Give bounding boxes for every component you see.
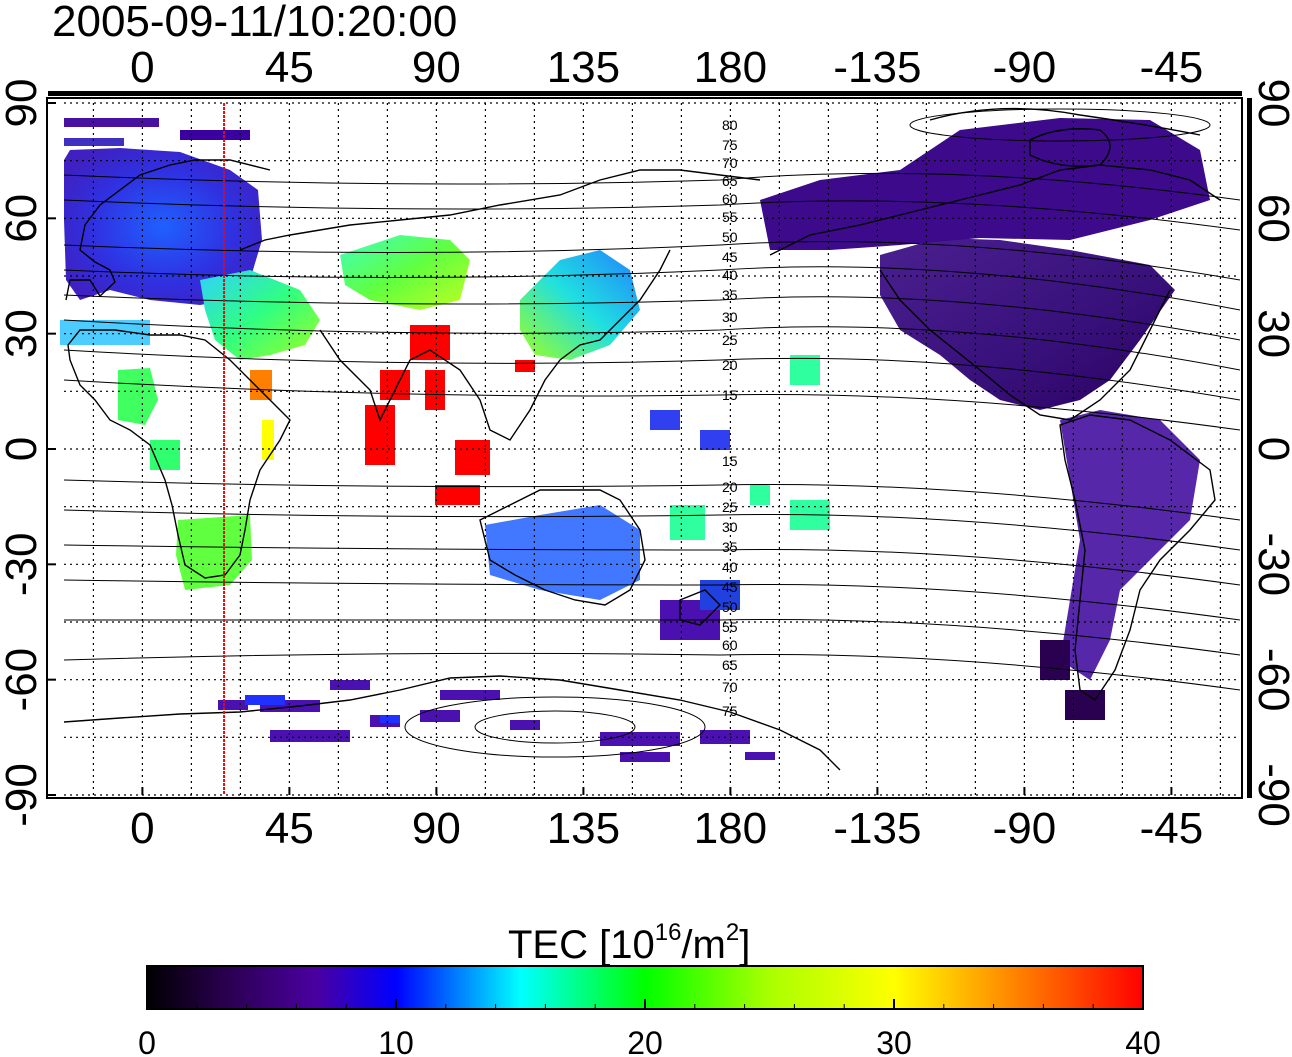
lat-tick-label: 60 [0,194,46,243]
tec-region-europe [64,148,262,305]
tec-region-central-asia [340,235,470,310]
colorbar-ticks: 0 10 20 30 40 [138,999,1161,1057]
colorbar-tick-label: 20 [627,1025,663,1057]
lon-tick-label: 90 [412,43,461,92]
contour-label: 15 [722,387,738,403]
tec-region-india [365,325,535,505]
contour-label: 15 [722,453,738,469]
contour-label: 25 [722,332,738,348]
right-axis-bar [1247,98,1252,798]
lon-tick-label: -90 [993,43,1057,92]
lat-tick-label: 90 [0,79,46,128]
lat-tick-label: -60 [1249,648,1292,712]
lat-tick-label: 0 [1249,437,1292,461]
contour-label: 30 [722,519,738,535]
contour-label: 20 [722,357,738,373]
magnetic-contours [63,108,1241,758]
lat-tick-label: 0 [0,437,46,461]
colorbar-tick-label: 10 [378,1025,414,1057]
lon-tick-label: -135 [833,804,921,853]
map-grid [64,102,1240,796]
contour-label: 40 [722,267,738,283]
lon-tick-label: 45 [265,804,314,853]
lon-tick-label: -45 [1140,804,1204,853]
colorbar-title-unit: /m [681,923,726,967]
contour-label: 45 [722,579,738,595]
lon-tick-label: -90 [993,804,1057,853]
lon-tick-label: -135 [833,43,921,92]
contour-label: 30 [722,309,738,325]
tec-region-australia [485,505,640,600]
top-axis-ticks: 0 45 90 135 180 -135 -90 -45 [130,43,1203,92]
colorbar-title-exponent: 16 [654,919,682,946]
lat-tick-label: -60 [0,648,46,712]
colorbar-tick-label: 40 [1125,1025,1161,1057]
lat-tick-label: 30 [1249,309,1292,358]
tec-region-north-america [880,238,1175,410]
colorbar-title-text: TEC [10 [508,923,655,967]
lat-tick-label: -30 [1249,533,1292,597]
tec-data-layer [60,118,1210,762]
tec-region-west-africa [118,368,158,425]
lon-tick-label: 45 [265,43,314,92]
lon-tick-label: 0 [130,804,154,853]
lat-tick-label: -90 [0,763,46,827]
lat-tick-label: -30 [0,533,46,597]
colorbar-title-close: ] [739,923,751,967]
top-axis-bar [48,91,1242,96]
tec-region-canada [760,118,1210,250]
bottom-axis-ticks: 0 45 90 135 180 -135 -90 -45 [130,787,1203,853]
right-axis-ticks: 90 60 30 0 -30 -60 -90 [1249,79,1292,827]
colorbar-tick-label: 0 [138,1025,156,1057]
colorbar-title: TEC [1016/m2] [508,910,750,968]
lat-tick-label: 90 [1249,79,1292,128]
colorbar-tick-label: 30 [876,1025,912,1057]
left-axis-ticks: 90 60 30 0 -30 -60 -90 [0,79,56,827]
contour-labels: 80 75 70 65 60 55 50 45 40 35 30 25 20 1… [722,117,738,719]
colorbar-title-unit-exponent: 2 [725,919,740,946]
contour-label: 80 [722,117,738,133]
lat-tick-label: 30 [0,309,46,358]
page-title: 2005-09-11/10:20:00 [52,0,458,46]
lon-tick-label: 0 [130,43,154,92]
tec-cell-arctic [64,118,159,127]
lon-tick-label: 90 [412,804,461,853]
contour-label: 45 [722,249,738,265]
lon-tick-label: -45 [1140,43,1204,92]
lon-tick-label: 180 [694,43,767,92]
lon-tick-label: 135 [547,43,620,92]
coastlines [63,107,1221,771]
contour-label: 65 [722,657,738,673]
tec-region-south-america [1060,410,1200,680]
lat-tick-label: -90 [1249,763,1292,827]
lon-tick-label: 180 [694,804,767,853]
lat-tick-label: 60 [1249,194,1292,243]
lon-tick-label: 135 [547,804,620,853]
